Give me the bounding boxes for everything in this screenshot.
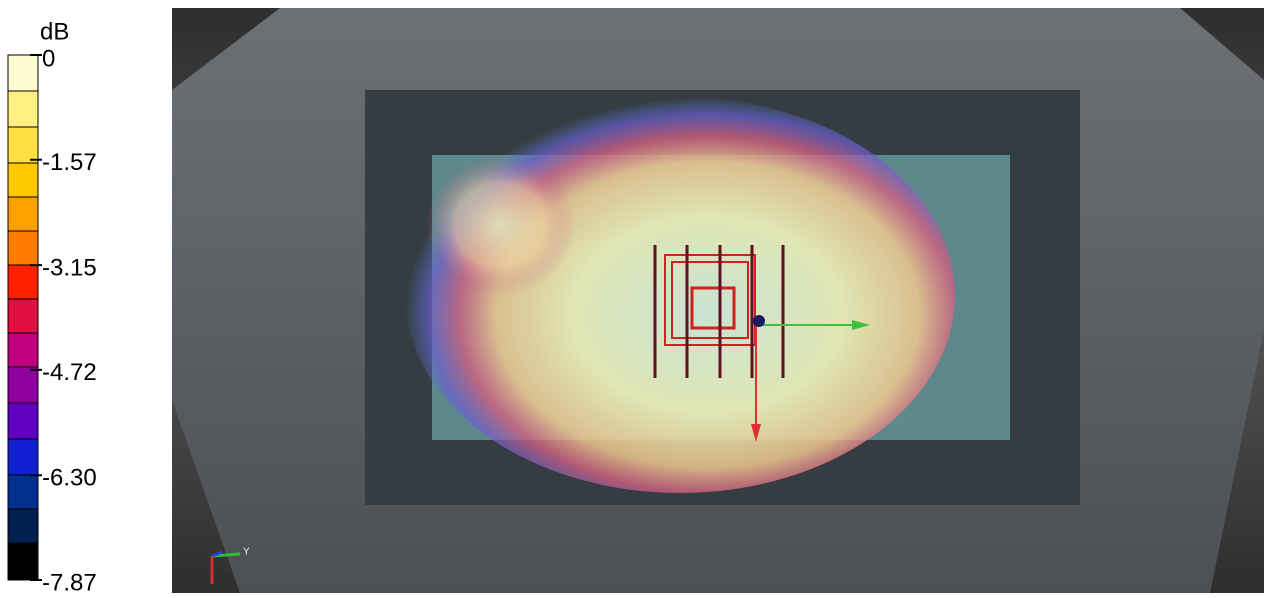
tick-label: -6.30 bbox=[42, 465, 97, 492]
colorbar bbox=[7, 54, 39, 581]
arrow-head bbox=[751, 424, 761, 442]
field-lobe bbox=[425, 155, 575, 295]
arrow-head bbox=[852, 320, 870, 330]
tick-label: -7.87 bbox=[42, 569, 97, 593]
tick-label: -3.15 bbox=[42, 254, 97, 281]
colorbar-unit: dB bbox=[40, 18, 69, 45]
triad-x bbox=[211, 550, 223, 558]
tick-label: 0 bbox=[42, 45, 55, 72]
tick-label: -4.72 bbox=[42, 359, 97, 386]
tick-label: -1.57 bbox=[42, 149, 97, 176]
origin bbox=[753, 315, 765, 327]
coil-bars bbox=[653, 245, 785, 378]
coil bbox=[664, 254, 756, 346]
triad-label: Y bbox=[243, 547, 250, 558]
